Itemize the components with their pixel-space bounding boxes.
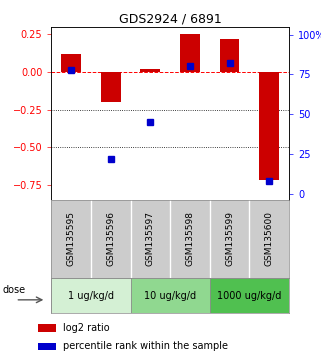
Text: dose: dose	[3, 285, 26, 295]
Bar	[180, 34, 200, 72]
Title: GDS2924 / 6891: GDS2924 / 6891	[119, 12, 221, 25]
Bar	[38, 324, 56, 332]
Text: 10 ug/kg/d: 10 ug/kg/d	[144, 291, 196, 301]
Bar	[259, 72, 279, 181]
Bar	[220, 39, 239, 72]
Text: GSM135595: GSM135595	[67, 211, 76, 267]
Bar	[101, 72, 121, 102]
Bar	[141, 69, 160, 72]
Text: 1000 ug/kg/d: 1000 ug/kg/d	[217, 291, 282, 301]
Text: log2 ratio: log2 ratio	[63, 323, 110, 333]
Bar	[61, 54, 81, 72]
Text: GSM135596: GSM135596	[106, 211, 115, 267]
Bar	[38, 343, 56, 350]
Bar	[51, 278, 131, 313]
Bar	[131, 278, 210, 313]
Text: percentile rank within the sample: percentile rank within the sample	[63, 341, 228, 351]
Text: 1 ug/kg/d: 1 ug/kg/d	[68, 291, 114, 301]
Text: GSM135600: GSM135600	[265, 211, 273, 267]
Text: GSM135599: GSM135599	[225, 211, 234, 267]
Bar	[210, 278, 289, 313]
Text: GSM135597: GSM135597	[146, 211, 155, 267]
Text: GSM135598: GSM135598	[186, 211, 195, 267]
